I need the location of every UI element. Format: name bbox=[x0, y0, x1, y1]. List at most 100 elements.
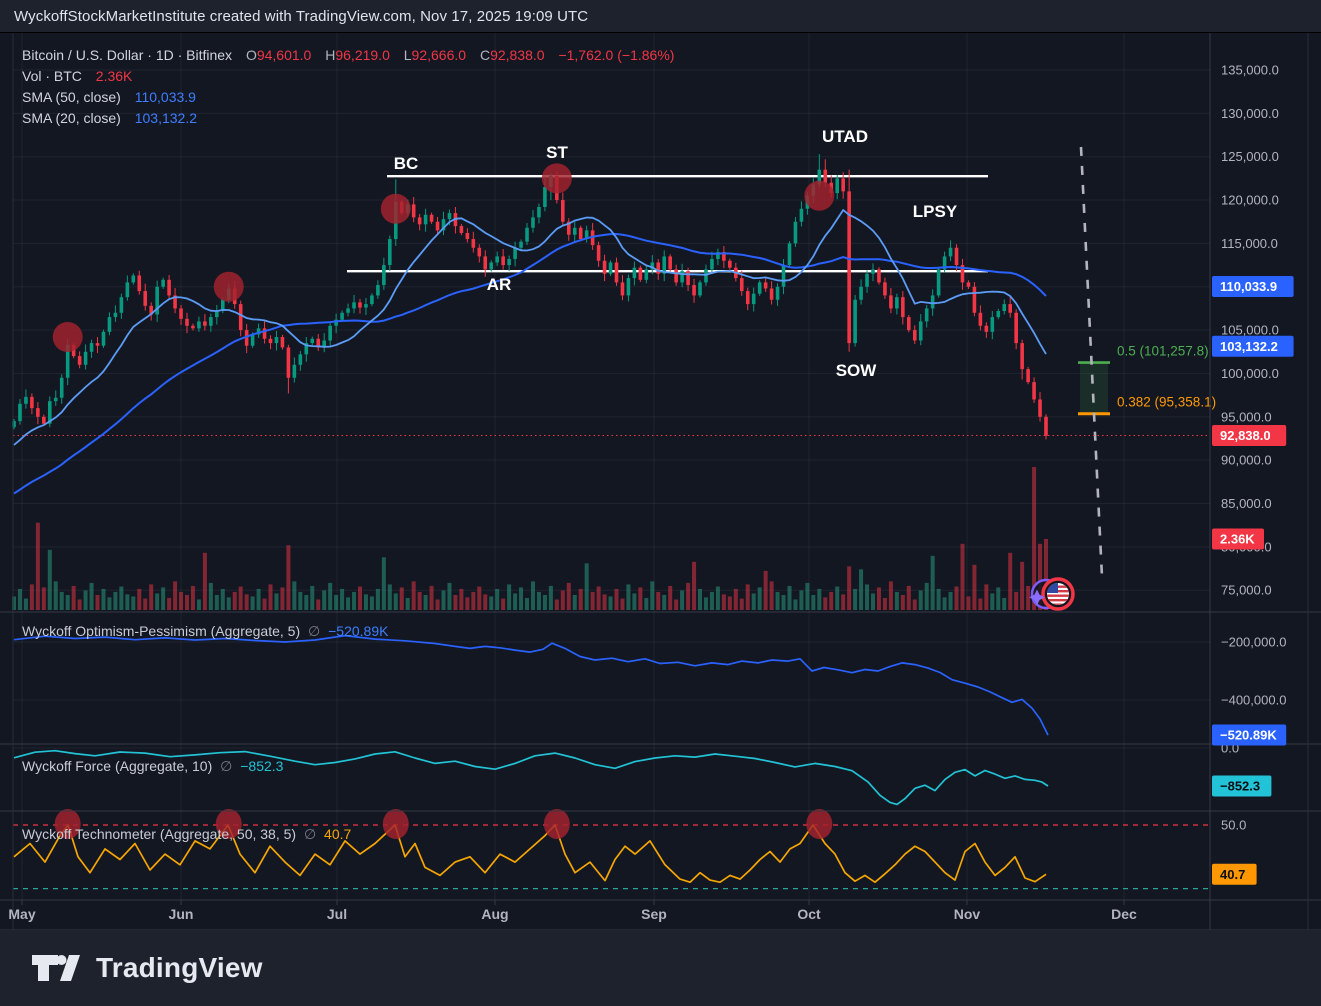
wyckoff-label-utad: UTAD bbox=[822, 127, 868, 146]
candle-body bbox=[250, 334, 255, 346]
candle-body bbox=[411, 204, 416, 218]
candle-body bbox=[656, 262, 661, 274]
candle-body bbox=[668, 256, 672, 270]
candle-body bbox=[787, 243, 792, 266]
open-key: O bbox=[245, 47, 257, 63]
volume-bar bbox=[95, 594, 100, 610]
month-label: Aug bbox=[481, 906, 508, 922]
volume-bar bbox=[375, 588, 380, 610]
volume-bar bbox=[477, 586, 482, 610]
volume-bar bbox=[286, 545, 291, 610]
candle-body bbox=[489, 262, 494, 270]
candle-body bbox=[382, 265, 386, 286]
candle-body bbox=[77, 356, 82, 365]
volume-bar bbox=[698, 588, 703, 610]
volume-bar bbox=[548, 585, 553, 610]
candle-body bbox=[996, 311, 1001, 318]
close-value: 92,838.0 bbox=[490, 47, 545, 63]
volume-bar bbox=[757, 587, 762, 610]
tech-pane-legend[interactable]: Wyckoff Technometer (Aggregate, 50, 38, … bbox=[22, 826, 351, 843]
axis-badge-tech: 40.7 bbox=[1212, 863, 1257, 885]
candle-body bbox=[280, 337, 285, 348]
tech-pane-title: Wyckoff Technometer (Aggregate, 50, 38, … bbox=[22, 826, 297, 842]
candle-body bbox=[525, 227, 529, 242]
volume-bar bbox=[101, 588, 106, 610]
force-indicator-line bbox=[13, 749, 1049, 806]
candle-body bbox=[602, 260, 607, 274]
volume-bar bbox=[692, 561, 697, 610]
candle-body bbox=[441, 219, 446, 231]
volume-bar bbox=[411, 581, 416, 610]
sma50-legend[interactable]: SMA (50, close) 110,033.9 bbox=[22, 87, 196, 108]
op-indicator-line bbox=[13, 634, 1049, 736]
symbol-legend[interactable]: Bitcoin / U.S. Dollar · 1D · Bitfinex O 9… bbox=[22, 45, 674, 66]
month-label: Sep bbox=[641, 906, 667, 922]
volume-bar bbox=[662, 594, 667, 610]
volume-legend[interactable]: Vol · BTC 2.36K bbox=[22, 66, 132, 87]
force-pane-legend[interactable]: Wyckoff Force (Aggregate, 10) ∅ −852.3 bbox=[22, 758, 283, 775]
candle-body bbox=[942, 256, 947, 270]
price-tick-label: 115,000.0 bbox=[1221, 236, 1278, 251]
candle-body bbox=[674, 269, 678, 283]
op-pane-title: Wyckoff Optimism-Pessimism (Aggregate, 5… bbox=[22, 623, 301, 639]
volume-bar bbox=[29, 584, 34, 610]
candle-body bbox=[650, 262, 655, 270]
volume-bar bbox=[882, 597, 887, 610]
volume-bar bbox=[775, 591, 780, 610]
low-value: 92,666.0 bbox=[411, 47, 467, 63]
volume-bar bbox=[328, 582, 333, 610]
candlesticks bbox=[12, 154, 1048, 440]
volume-bar bbox=[352, 591, 357, 610]
price-tick-label: 130,000.0 bbox=[1221, 106, 1279, 121]
candle-body bbox=[262, 328, 267, 339]
flag-stripe bbox=[1047, 599, 1069, 602]
candle-body bbox=[83, 351, 88, 365]
candle-body bbox=[256, 328, 261, 335]
axis-badge-bg bbox=[1212, 775, 1272, 797]
candle-body bbox=[316, 338, 321, 348]
volume-bar bbox=[578, 588, 583, 610]
candle-body bbox=[423, 214, 428, 225]
candle-body bbox=[244, 330, 249, 346]
volume-bar bbox=[829, 591, 834, 610]
candle-body bbox=[608, 262, 613, 274]
candle-body bbox=[12, 421, 16, 428]
volume-bar bbox=[489, 596, 494, 610]
volume-bar bbox=[853, 588, 858, 610]
candle-body bbox=[912, 330, 917, 341]
candle-body bbox=[775, 286, 780, 300]
volume-bar bbox=[453, 594, 458, 610]
time-scale[interactable]: May Jun Jul Aug Sep Oct Nov Dec bbox=[8, 900, 1137, 922]
candle-body bbox=[173, 295, 177, 309]
symbol-name: Bitcoin / U.S. Dollar · 1D · Bitfinex bbox=[22, 47, 233, 63]
candle-body bbox=[36, 408, 40, 417]
volume-bar bbox=[495, 588, 500, 610]
volume-bars bbox=[12, 467, 1048, 610]
candle-body bbox=[519, 241, 523, 248]
price-scale[interactable]: 135,000.0 130,000.0 125,000.0 120,000.0 115,… bbox=[1221, 63, 1286, 833]
volume-bar bbox=[393, 593, 398, 610]
candle-body bbox=[990, 317, 995, 332]
sma20-legend[interactable]: SMA (20, close) 103,132.2 bbox=[22, 108, 197, 129]
volume-bar bbox=[733, 588, 738, 610]
candle-body bbox=[274, 337, 279, 344]
dashed-trendline bbox=[1079, 146, 1104, 578]
tech-pane-value: 40.7 bbox=[324, 826, 352, 842]
volume-bar bbox=[680, 590, 685, 610]
candle-body bbox=[388, 239, 392, 266]
wyckoff-marker bbox=[52, 322, 83, 353]
candle-body bbox=[835, 178, 840, 194]
candle-body bbox=[799, 208, 804, 222]
candle-body bbox=[561, 200, 565, 222]
axis-badge-value: 40.7 bbox=[1220, 867, 1245, 882]
sma50-line bbox=[13, 232, 1047, 495]
candle-body bbox=[1032, 382, 1036, 400]
volume-bar bbox=[572, 594, 577, 610]
candle-body bbox=[871, 269, 875, 274]
volume-bar bbox=[954, 586, 959, 610]
volume-bar bbox=[167, 597, 172, 610]
op-pane-legend[interactable]: Wyckoff Optimism-Pessimism (Aggregate, 5… bbox=[22, 623, 388, 640]
month-label: Dec bbox=[1111, 906, 1137, 922]
volume-bar bbox=[435, 599, 440, 610]
